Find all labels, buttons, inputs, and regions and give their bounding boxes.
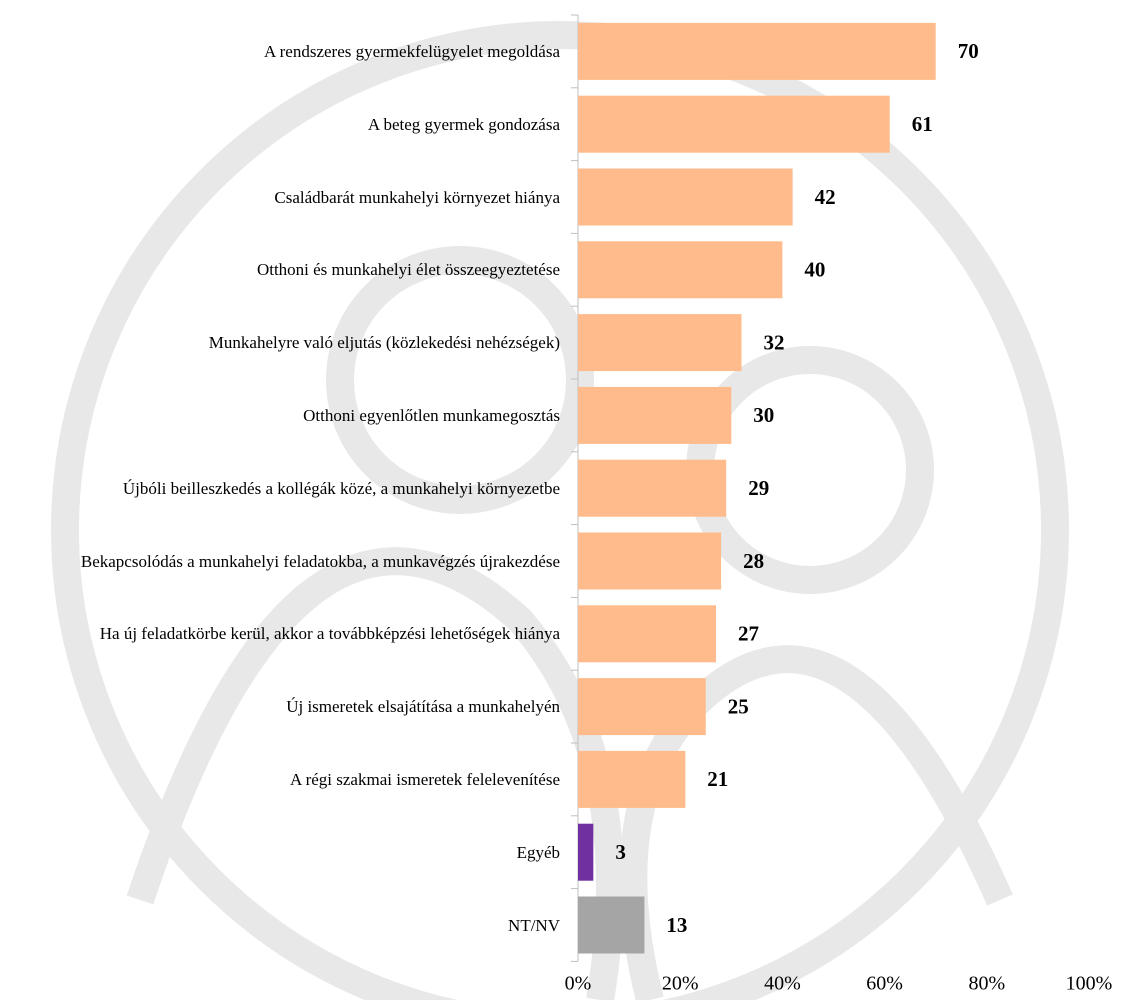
category-label: NT/NV — [508, 915, 560, 936]
value-label: 3 — [615, 840, 626, 864]
category-label: A rendszeres gyermekfelügyelet megoldása — [264, 41, 560, 62]
bar — [578, 241, 782, 298]
category-label-box: Otthoni egyenlőtlen munkamegosztás — [0, 405, 560, 426]
bar — [578, 314, 742, 371]
value-label: 70 — [958, 39, 979, 63]
value-label: 27 — [738, 622, 759, 646]
value-label: 30 — [753, 403, 774, 427]
category-label: Családbarát munkahelyi környezet hiánya — [274, 187, 560, 208]
category-label-box: A régi szakmai ismeretek felelevenítése — [0, 769, 560, 790]
category-label-box: Újbóli beilleszkedés a kollégák közé, a … — [0, 478, 560, 499]
value-label: 61 — [912, 112, 933, 136]
bar — [578, 387, 731, 444]
x-tick-label: 0% — [565, 973, 592, 995]
x-tick-label: 60% — [866, 973, 903, 995]
bar — [578, 96, 890, 153]
category-label-box: Új ismeretek elsajátítása a munkahelyén — [0, 696, 560, 717]
bar — [578, 605, 716, 662]
bar — [578, 678, 706, 735]
value-label: 29 — [748, 476, 769, 500]
category-label-box: Bekapcsolódás a munkahelyi feladatokba, … — [0, 551, 560, 572]
category-label: A régi szakmai ismeretek felelevenítése — [290, 769, 560, 790]
category-label: Bekapcsolódás a munkahelyi feladatokba, … — [81, 551, 560, 572]
category-label: A beteg gyermek gondozása — [368, 114, 560, 135]
category-label-box: A rendszeres gyermekfelügyelet megoldása — [0, 41, 560, 62]
bar — [578, 897, 644, 954]
value-label: 42 — [815, 185, 836, 209]
x-tick-label: 100% — [1066, 973, 1113, 995]
category-label-box: Egyéb — [0, 842, 560, 863]
category-label: Otthoni és munkahelyi élet összeegyeztet… — [257, 259, 560, 280]
value-label: 40 — [804, 258, 825, 282]
value-label: 13 — [666, 913, 687, 937]
x-tick-label: 80% — [968, 973, 1005, 995]
bar — [578, 751, 685, 808]
category-label: Egyéb — [517, 842, 560, 863]
chart: 0% 20% 40% 60% 80% 100% 70 61 42 40 32 30 29 28 27 25 21… — [0, 0, 1127, 1000]
category-label: Új ismeretek elsajátítása a munkahelyén — [286, 696, 560, 717]
bar — [578, 533, 721, 590]
category-label-box: Ha új feladatkörbe kerül, akkor a tovább… — [0, 623, 560, 644]
category-label-box: Munkahelyre való eljutás (közlekedési ne… — [0, 332, 560, 353]
x-tick-label: 40% — [764, 973, 801, 995]
category-label-box: Otthoni és munkahelyi élet összeegyeztet… — [0, 259, 560, 280]
x-tick-label: 20% — [662, 973, 699, 995]
bar — [578, 23, 936, 80]
value-label: 32 — [764, 330, 785, 354]
category-label-box: A beteg gyermek gondozása — [0, 114, 560, 135]
bar — [578, 169, 793, 226]
value-label: 21 — [707, 767, 728, 791]
category-label: Munkahelyre való eljutás (közlekedési ne… — [209, 332, 560, 353]
bar — [578, 460, 726, 517]
bar — [578, 824, 593, 881]
category-label: Újbóli beilleszkedés a kollégák közé, a … — [123, 478, 560, 499]
category-label-box: NT/NV — [0, 915, 560, 936]
value-label: 25 — [728, 694, 749, 718]
category-label-box: Családbarát munkahelyi környezet hiánya — [0, 187, 560, 208]
category-label: Ha új feladatkörbe kerül, akkor a tovább… — [100, 623, 560, 644]
value-label: 28 — [743, 549, 764, 573]
category-label: Otthoni egyenlőtlen munkamegosztás — [303, 405, 560, 426]
